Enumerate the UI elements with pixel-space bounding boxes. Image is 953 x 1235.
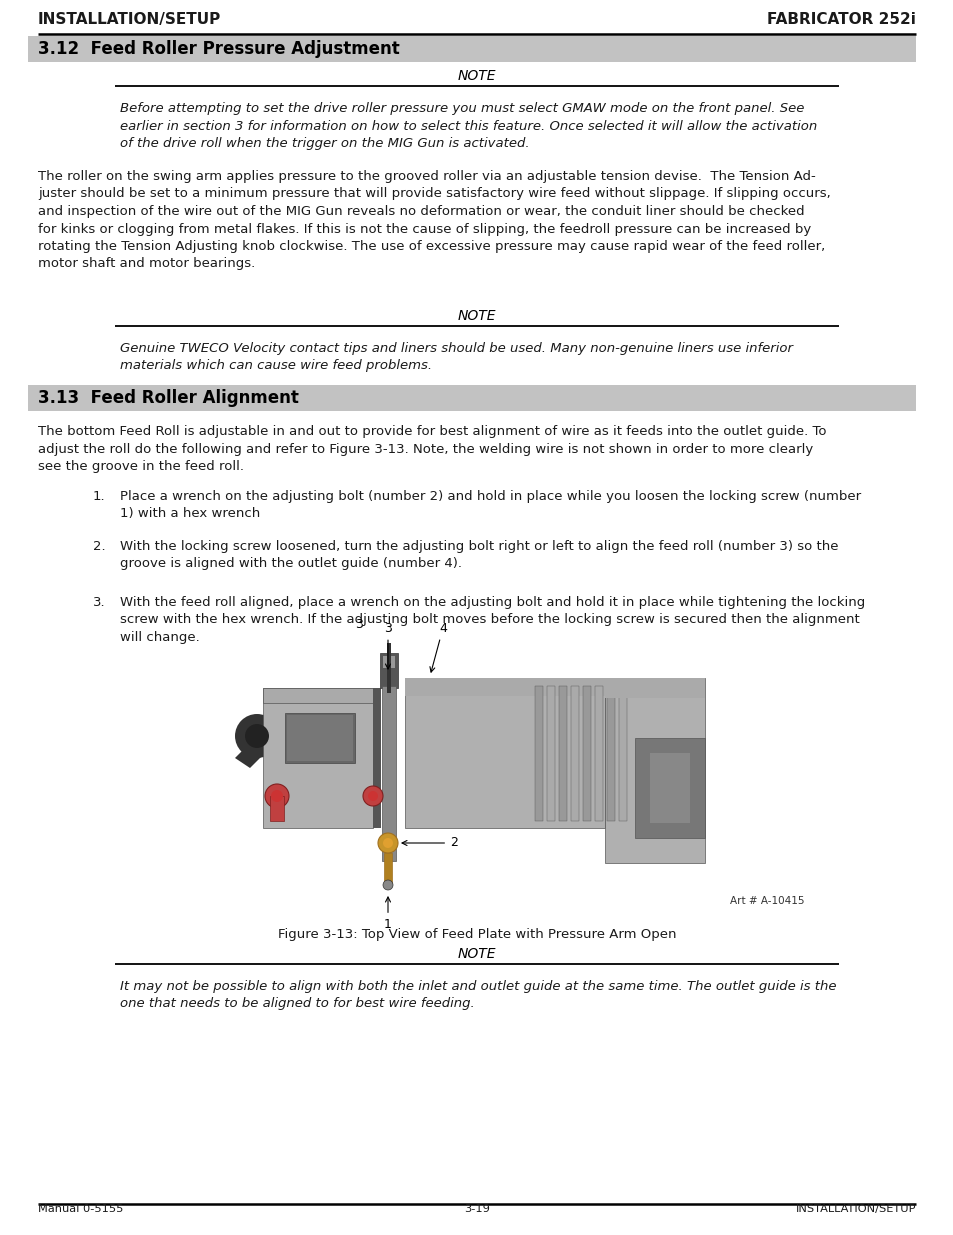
Bar	[373, 688, 380, 827]
Text: INSTALLATION/SETUP: INSTALLATION/SETUP	[38, 12, 221, 27]
Text: 3: 3	[384, 621, 392, 669]
Bar	[604, 678, 704, 863]
Text: FABRICATOR 252i: FABRICATOR 252i	[766, 12, 915, 27]
Text: The bottom Feed Roll is adjustable in and out to provide for best alignment of w: The bottom Feed Roll is adjustable in an…	[38, 425, 825, 473]
Text: Manual 0-5155: Manual 0-5155	[38, 1204, 123, 1214]
Bar	[558, 685, 566, 821]
Text: It may not be possible to align with both the inlet and outlet guide at the same: It may not be possible to align with bot…	[120, 981, 836, 1010]
Bar	[263, 688, 373, 703]
Polygon shape	[234, 718, 290, 768]
Bar	[387, 643, 391, 693]
Circle shape	[368, 790, 377, 802]
Bar	[381, 685, 395, 861]
Circle shape	[245, 724, 269, 748]
Bar	[618, 685, 626, 821]
Text: NOTE: NOTE	[457, 69, 496, 83]
Text: 3.: 3.	[92, 597, 106, 609]
Bar	[582, 685, 590, 821]
Bar	[28, 385, 915, 411]
Bar	[405, 678, 604, 697]
Text: With the feed roll aligned, place a wrench on the adjusting bolt and hold it in : With the feed roll aligned, place a wren…	[120, 597, 864, 643]
Text: Genuine TWECO Velocity contact tips and liners should be used. Many non-genuine : Genuine TWECO Velocity contact tips and …	[120, 342, 792, 373]
Text: Art # A-10415: Art # A-10415	[730, 897, 804, 906]
Text: 3-19: 3-19	[463, 1204, 490, 1214]
Text: Place a wrench on the adjusting bolt (number 2) and hold in place while you loos: Place a wrench on the adjusting bolt (nu…	[120, 490, 861, 520]
Text: INSTALLATION/SETUP: INSTALLATION/SETUP	[795, 1204, 915, 1214]
Circle shape	[271, 790, 283, 802]
Bar	[405, 678, 604, 827]
Bar	[285, 713, 355, 763]
Text: The roller on the swing arm applies pressure to the grooved roller via an adjust: The roller on the swing arm applies pres…	[38, 170, 830, 270]
Circle shape	[363, 785, 382, 806]
Bar	[270, 797, 284, 821]
Text: NOTE: NOTE	[457, 947, 496, 961]
Circle shape	[382, 839, 393, 848]
Bar	[194, 648, 814, 908]
Text: 3.12  Feed Roller Pressure Adjustment: 3.12 Feed Roller Pressure Adjustment	[38, 40, 399, 58]
Text: Before attempting to set the drive roller pressure you must select GMAW mode on : Before attempting to set the drive rolle…	[120, 103, 817, 149]
Text: With the locking screw loosened, turn the adjusting bolt right or left to align : With the locking screw loosened, turn th…	[120, 540, 838, 571]
Bar	[635, 739, 704, 839]
Bar	[546, 685, 555, 821]
Bar	[382, 656, 395, 668]
Bar	[28, 36, 915, 62]
Bar	[379, 653, 397, 688]
Bar	[571, 685, 578, 821]
Text: 1.: 1.	[92, 490, 106, 503]
Bar	[384, 853, 392, 883]
Bar	[535, 685, 542, 821]
Bar	[263, 688, 373, 827]
Circle shape	[234, 714, 278, 758]
Text: Figure 3-13: Top View of Feed Plate with Pressure Arm Open: Figure 3-13: Top View of Feed Plate with…	[277, 927, 676, 941]
Bar	[595, 685, 602, 821]
Bar	[649, 753, 689, 823]
Circle shape	[382, 881, 393, 890]
Circle shape	[377, 832, 397, 853]
Bar	[287, 715, 353, 761]
Circle shape	[265, 784, 289, 808]
Bar	[604, 678, 704, 698]
Text: 2.: 2.	[92, 540, 106, 553]
Text: 3: 3	[355, 618, 362, 631]
Text: 3.13  Feed Roller Alignment: 3.13 Feed Roller Alignment	[38, 389, 298, 408]
Bar	[606, 685, 615, 821]
Text: 1: 1	[384, 897, 392, 931]
Text: 2: 2	[401, 836, 457, 850]
Text: NOTE: NOTE	[457, 309, 496, 324]
Text: 4: 4	[430, 621, 446, 672]
